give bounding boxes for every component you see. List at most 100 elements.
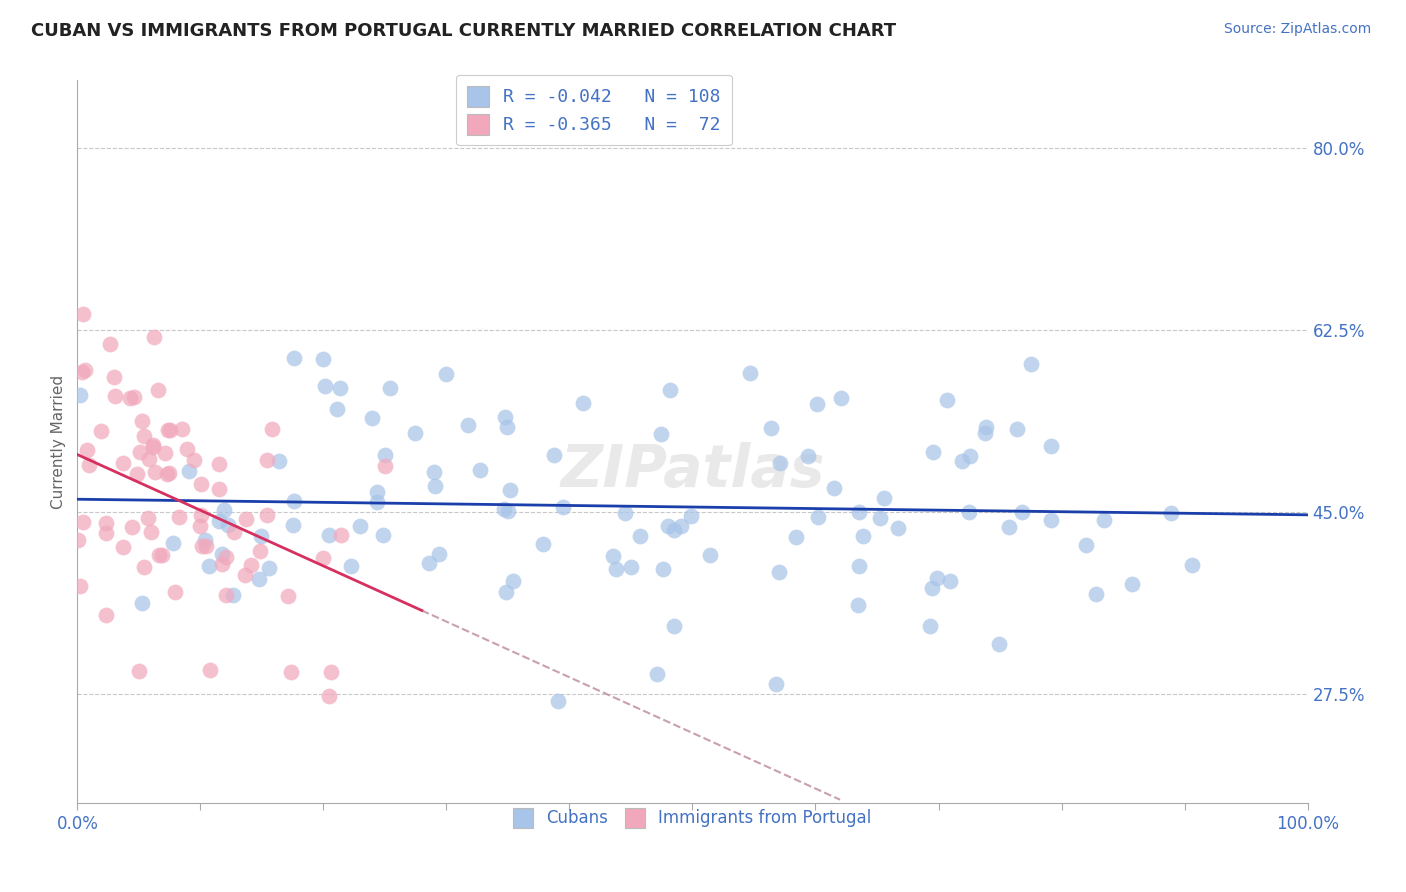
Point	[128, 665, 150, 679]
Point	[768, 456, 790, 470]
Point	[283, 517, 305, 532]
Point	[664, 619, 686, 633]
Point	[657, 518, 679, 533]
Point	[215, 588, 238, 602]
Point	[94, 608, 117, 623]
Point	[495, 420, 517, 434]
Point	[326, 402, 349, 417]
Point	[208, 514, 231, 528]
Point	[127, 467, 149, 481]
Point	[602, 549, 624, 563]
Point	[669, 519, 692, 533]
Point	[974, 420, 997, 434]
Point	[257, 560, 280, 574]
Point	[66, 533, 89, 547]
Point	[250, 528, 273, 542]
Point	[98, 336, 121, 351]
Point	[280, 665, 302, 680]
Point	[366, 484, 388, 499]
Point	[104, 389, 127, 403]
Point	[997, 520, 1019, 534]
Point	[785, 529, 807, 543]
Point	[848, 558, 870, 573]
Point	[112, 456, 135, 470]
Point	[366, 495, 388, 509]
Point	[131, 414, 153, 428]
Point	[887, 521, 910, 535]
Point	[138, 451, 160, 466]
Point	[1074, 538, 1097, 552]
Point	[650, 426, 672, 441]
Point	[974, 426, 997, 441]
Point	[235, 512, 257, 526]
Point	[869, 511, 891, 525]
Point	[1011, 505, 1033, 519]
Point	[938, 574, 960, 589]
Point	[339, 559, 361, 574]
Point	[360, 411, 382, 425]
Point	[283, 494, 305, 508]
Point	[659, 383, 682, 397]
Point	[76, 442, 98, 457]
Point	[191, 540, 214, 554]
Point	[120, 392, 142, 406]
Point	[155, 446, 177, 460]
Point	[319, 665, 342, 679]
Point	[329, 528, 352, 542]
Point	[620, 560, 643, 574]
Point	[494, 409, 516, 424]
Point	[768, 565, 790, 579]
Point	[699, 548, 721, 562]
Point	[131, 596, 153, 610]
Point	[212, 502, 235, 516]
Point	[190, 477, 212, 491]
Point	[1160, 506, 1182, 520]
Point	[740, 366, 762, 380]
Point	[373, 528, 395, 542]
Point	[283, 351, 305, 365]
Text: CUBAN VS IMMIGRANTS FROM PORTUGAL CURRENTLY MARRIED CORRELATION CHART: CUBAN VS IMMIGRANTS FROM PORTUGAL CURREN…	[31, 22, 896, 40]
Point	[124, 390, 146, 404]
Point	[208, 482, 231, 496]
Point	[194, 539, 217, 553]
Point	[72, 307, 94, 321]
Y-axis label: Currently Married: Currently Married	[51, 375, 66, 508]
Point	[761, 421, 783, 435]
Point	[239, 558, 262, 573]
Point	[418, 556, 440, 570]
Point	[211, 557, 233, 571]
Point	[988, 637, 1011, 651]
Point	[267, 454, 290, 468]
Point	[1092, 513, 1115, 527]
Point	[921, 581, 943, 595]
Point	[69, 579, 91, 593]
Point	[142, 330, 165, 344]
Point	[679, 509, 702, 524]
Point	[256, 453, 278, 467]
Point	[957, 505, 980, 519]
Point	[142, 440, 165, 454]
Point	[329, 381, 352, 395]
Point	[502, 574, 524, 588]
Point	[157, 423, 180, 437]
Point	[103, 370, 125, 384]
Point	[247, 572, 270, 586]
Point	[873, 491, 896, 505]
Point	[136, 511, 159, 525]
Point	[457, 417, 479, 432]
Point	[349, 519, 371, 533]
Point	[198, 558, 221, 573]
Point	[211, 548, 233, 562]
Point	[422, 466, 444, 480]
Point	[499, 483, 522, 497]
Text: Source: ZipAtlas.com: Source: ZipAtlas.com	[1223, 22, 1371, 37]
Point	[920, 619, 942, 633]
Point	[959, 449, 981, 463]
Point	[848, 505, 870, 519]
Point	[645, 667, 668, 681]
Point	[495, 584, 517, 599]
Point	[796, 450, 818, 464]
Point	[1019, 357, 1042, 371]
Legend: Cubans, Immigrants from Portugal: Cubans, Immigrants from Portugal	[506, 802, 879, 834]
Point	[134, 559, 156, 574]
